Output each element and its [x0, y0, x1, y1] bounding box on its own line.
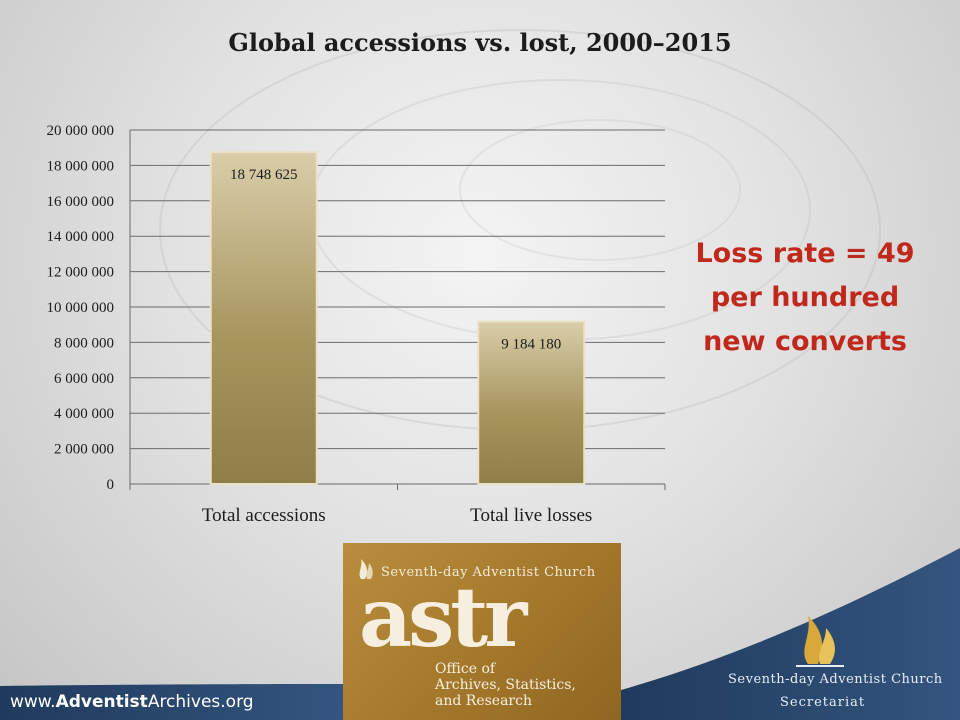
y-tick-label: 10 000 000 [47, 300, 115, 316]
bar [477, 320, 586, 485]
y-tick-label: 0 [107, 477, 115, 493]
y-tick-label: 2 000 000 [54, 442, 114, 458]
loss-rate-callout: Loss rate = 49 per hundred new converts [680, 232, 930, 364]
callout-line-2: per hundred [710, 282, 900, 313]
callout-line-1: Loss rate = 49 [695, 238, 915, 269]
website-link[interactable]: www.AdventistArchives.org [10, 692, 254, 712]
chart-title: Global accessions vs. lost, 2000–2015 [228, 28, 732, 57]
y-tick-label: 8 000 000 [54, 335, 114, 351]
y-tick-label: 18 000 000 [47, 158, 115, 174]
y-tick-label: 14 000 000 [47, 229, 115, 245]
category-label: Total accessions [202, 505, 326, 526]
sda-department: Secretariat [780, 695, 866, 710]
sda-flame-icon [796, 616, 844, 667]
astr-logo: Seventh-day Adventist Church astr Office… [343, 543, 621, 720]
astr-office-name: Office of Archives, Statistics, and Rese… [435, 661, 576, 709]
category-label: Total live losses [470, 505, 592, 526]
y-tick-label: 4 000 000 [54, 406, 114, 422]
callout-line-3: new converts [703, 326, 907, 357]
bar [209, 151, 318, 486]
astr-wordmark: astr [359, 570, 527, 666]
sda-church-name: Seventh-day Adventist Church [728, 672, 943, 687]
data-label: 18 748 625 [230, 167, 298, 183]
y-tick-label: 6 000 000 [54, 371, 114, 387]
astr-church-name: Seventh-day Adventist Church [381, 565, 596, 580]
data-label: 9 184 180 [501, 336, 561, 352]
y-tick-label: 16 000 000 [47, 194, 115, 210]
y-tick-label: 20 000 000 [47, 123, 115, 139]
y-tick-label: 12 000 000 [47, 265, 115, 281]
flame-icon [359, 559, 373, 579]
